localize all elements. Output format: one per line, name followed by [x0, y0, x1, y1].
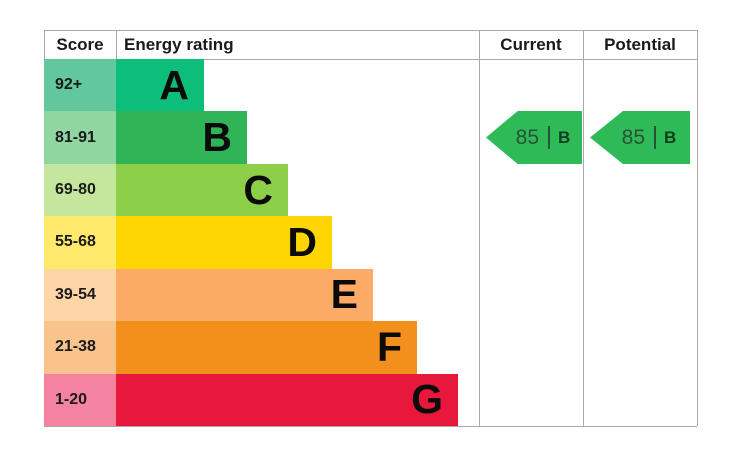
rating-bands: 92+ A 81-91 B 69-80 C 55-68: [44, 59, 697, 426]
score-column-header: Score: [56, 34, 104, 54]
energy-rating-column-header: Energy rating: [124, 34, 234, 54]
band-letter: A: [159, 61, 189, 108]
table-bottom-border: [44, 426, 697, 427]
band-bar: F: [116, 321, 417, 374]
potential-rating-text: 85 B: [621, 125, 677, 150]
current-rating-text: 85 B: [515, 125, 571, 150]
current-rating-band: B: [558, 127, 571, 147]
header-bottom-border: [44, 59, 697, 60]
band-score-cell: 69-80: [44, 163, 116, 217]
band-row-e: 39-54 E: [44, 268, 697, 322]
band-letter: F: [376, 323, 402, 370]
separator-bar: [654, 126, 657, 149]
table-top-border: [44, 30, 697, 31]
separator-bar: [548, 126, 551, 149]
band-score-label: 21-38: [55, 338, 96, 356]
band-letter: C: [243, 166, 273, 213]
band-letter: G: [411, 376, 443, 423]
band-score-label: 92+: [55, 76, 83, 94]
band-score-cell: 1-20: [44, 373, 116, 426]
score-column-left-border: [44, 30, 45, 59]
band-score-label: 39-54: [55, 285, 96, 303]
band-score-label: 55-68: [55, 233, 96, 251]
band-letter: E: [330, 271, 358, 318]
current-column-left-border: [479, 30, 480, 426]
band-letter: D: [287, 218, 317, 265]
band-bar: G: [116, 373, 458, 426]
band-score-label: 69-80: [55, 181, 96, 199]
band-score-cell: 81-91: [44, 111, 116, 164]
band-score-cell: 21-38: [44, 321, 116, 374]
potential-column-right-border: [697, 30, 698, 426]
current-rating-value: 85: [515, 125, 540, 149]
potential-column-header: Potential: [604, 34, 676, 54]
band-score-cell: 92+: [44, 59, 116, 112]
band-row-a: 92+ A: [44, 59, 697, 112]
band-row-g: 1-20 G: [44, 373, 697, 426]
band-bar: C: [116, 163, 288, 217]
band-bar: A: [116, 59, 204, 112]
potential-rating-value: 85: [621, 125, 646, 149]
band-bar: E: [116, 268, 373, 322]
current-column-right-border: [583, 30, 584, 426]
band-letter: B: [202, 114, 232, 161]
score-column-right-border: [116, 30, 117, 59]
band-bar: D: [116, 216, 332, 269]
band-score-cell: 39-54: [44, 268, 116, 322]
band-row-f: 21-38 F: [44, 321, 697, 374]
band-bar: B: [116, 111, 247, 164]
current-column-header: Current: [500, 34, 562, 54]
band-row-c: 69-80 C: [44, 163, 697, 217]
potential-rating-band: B: [664, 127, 677, 147]
band-score-label: 1-20: [55, 390, 88, 408]
band-score-label: 81-91: [55, 128, 96, 146]
band-score-cell: 55-68: [44, 216, 116, 269]
band-row-d: 55-68 D: [44, 216, 697, 269]
band-row-b: 81-91 B: [44, 111, 697, 164]
